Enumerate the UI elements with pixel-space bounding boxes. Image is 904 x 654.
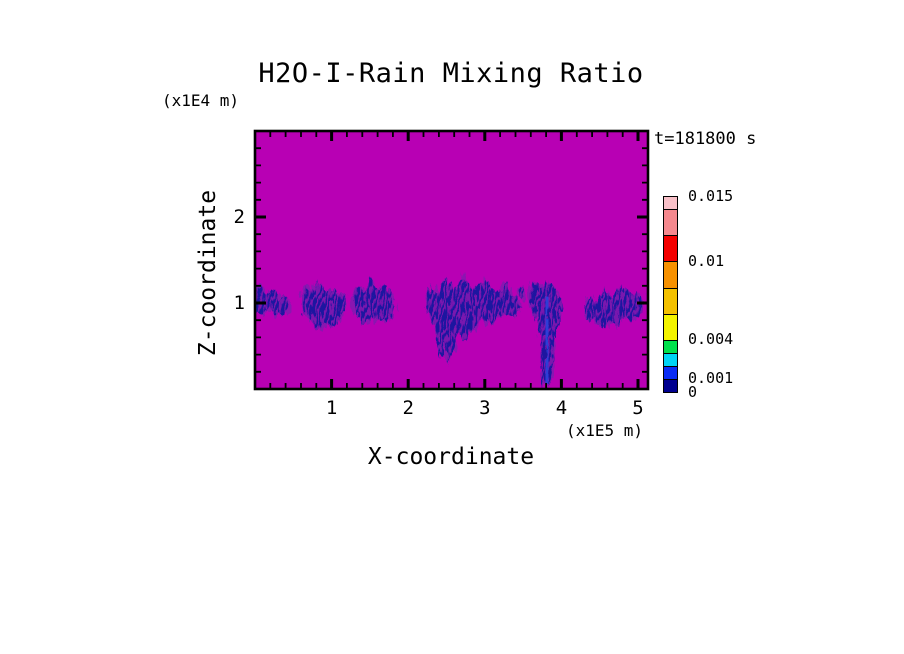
minor-ticks xyxy=(256,132,647,388)
x-tick-label-2: 2 xyxy=(402,397,414,419)
colorbar-label-0.015: 0.015 xyxy=(688,186,734,205)
colorbar-segment-8 xyxy=(663,209,678,237)
colorbar-label-0.004: 0.004 xyxy=(688,330,734,349)
colorbar-segment-4 xyxy=(663,313,678,341)
cell-1-texture xyxy=(255,284,291,317)
colorbar-segment-6 xyxy=(663,261,678,289)
colorbar-label-0: 0 xyxy=(688,382,698,401)
colorbar xyxy=(663,196,678,394)
colorbar-label-0.01: 0.01 xyxy=(688,251,725,270)
x-tick-label-5: 5 xyxy=(632,397,644,419)
x-tick-label-3: 3 xyxy=(479,397,491,419)
y-tick-label-2: 2 xyxy=(233,206,245,228)
x-axis-unit-label: (x1E5 m) xyxy=(566,421,644,440)
x-tick-label-4: 4 xyxy=(555,397,568,419)
chart-title: H2O-I-Rain Mixing Ratio xyxy=(258,58,644,89)
major-ticks xyxy=(256,132,647,388)
colorbar-segment-7 xyxy=(663,235,678,263)
cell-7-texture xyxy=(584,285,644,329)
y-tick-label-1: 1 xyxy=(233,292,245,314)
plot-frame xyxy=(253,129,650,391)
y-axis-unit-label: (x1E4 m) xyxy=(162,91,240,110)
x-axis-title: X-coordinate xyxy=(367,444,535,470)
timestamp-label: t=181800 s xyxy=(654,129,757,149)
cell-6-shaft-core xyxy=(543,296,550,385)
rain-cells xyxy=(255,276,644,389)
x-tick-label-1: 1 xyxy=(325,397,338,419)
colorbar-label-0.001: 0.001 xyxy=(688,369,734,388)
cell-5-speck-texture xyxy=(518,285,525,300)
colorbar-segment-5 xyxy=(663,287,678,315)
colorbar-segment-0 xyxy=(663,378,678,394)
cell-3-texture xyxy=(352,278,396,324)
cell-4-texture xyxy=(425,276,521,364)
cell-2-texture xyxy=(301,281,347,329)
